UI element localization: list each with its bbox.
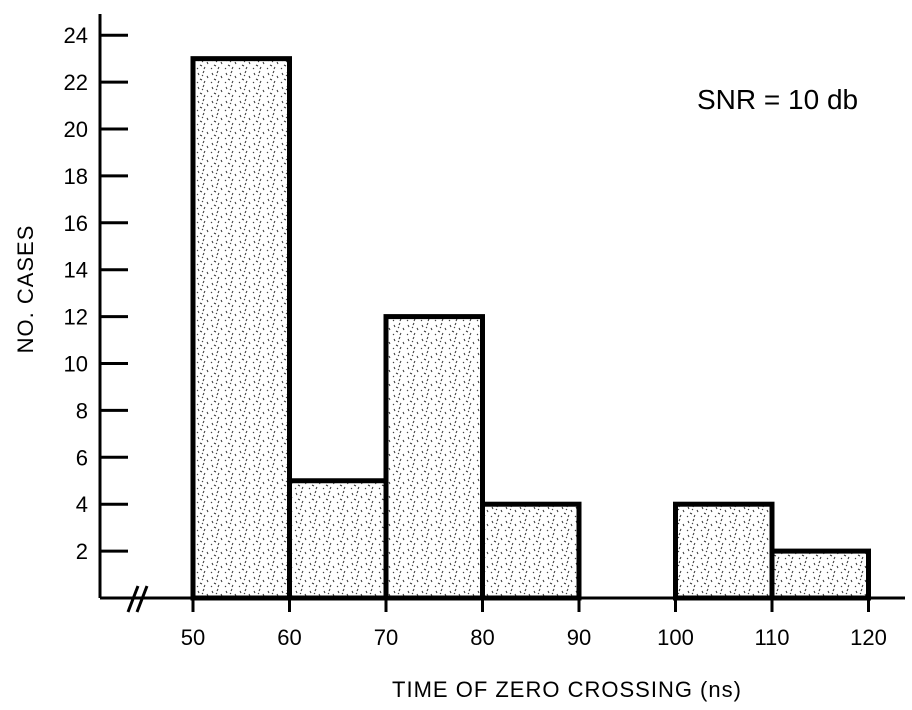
histogram-bar	[383, 314, 485, 601]
histogram-bar	[673, 501, 775, 601]
axis-break-mark	[126, 585, 149, 613]
y-axis-title: NO. CASES	[13, 225, 38, 354]
y-tick-label: 24	[64, 23, 88, 48]
x-tick-label: 60	[277, 625, 301, 650]
annotation-snr: SNR = 10 db	[697, 84, 858, 115]
x-tick-label: 50	[181, 625, 205, 650]
y-tick-label: 6	[76, 445, 88, 470]
y-tick-label: 16	[64, 211, 88, 236]
histogram-bar	[190, 56, 292, 601]
y-tick-label: 14	[64, 258, 88, 283]
x-tick-label: 100	[657, 625, 694, 650]
y-tick-label: 8	[76, 398, 88, 423]
x-tick-label: 70	[374, 625, 398, 650]
x-tick-label: 110	[754, 625, 789, 650]
histogram-bar	[769, 548, 871, 601]
y-tick-label: 22	[64, 70, 88, 95]
x-tick-label: 90	[567, 625, 591, 650]
histogram-bar	[287, 478, 389, 601]
y-tick-label: 20	[64, 117, 88, 142]
y-tick-label: 10	[64, 352, 88, 377]
y-tick-label: 4	[76, 492, 88, 517]
x-tick-label: 120	[850, 625, 887, 650]
y-tick-label: 12	[64, 305, 88, 330]
bars-layer	[190, 56, 871, 601]
x-axis-title: TIME OF ZERO CROSSING (ns)	[392, 677, 742, 702]
x-tick-label: 80	[470, 625, 494, 650]
histogram-bar	[480, 501, 582, 601]
y-tick-label: 18	[64, 164, 88, 189]
y-tick-label: 2	[76, 539, 88, 564]
